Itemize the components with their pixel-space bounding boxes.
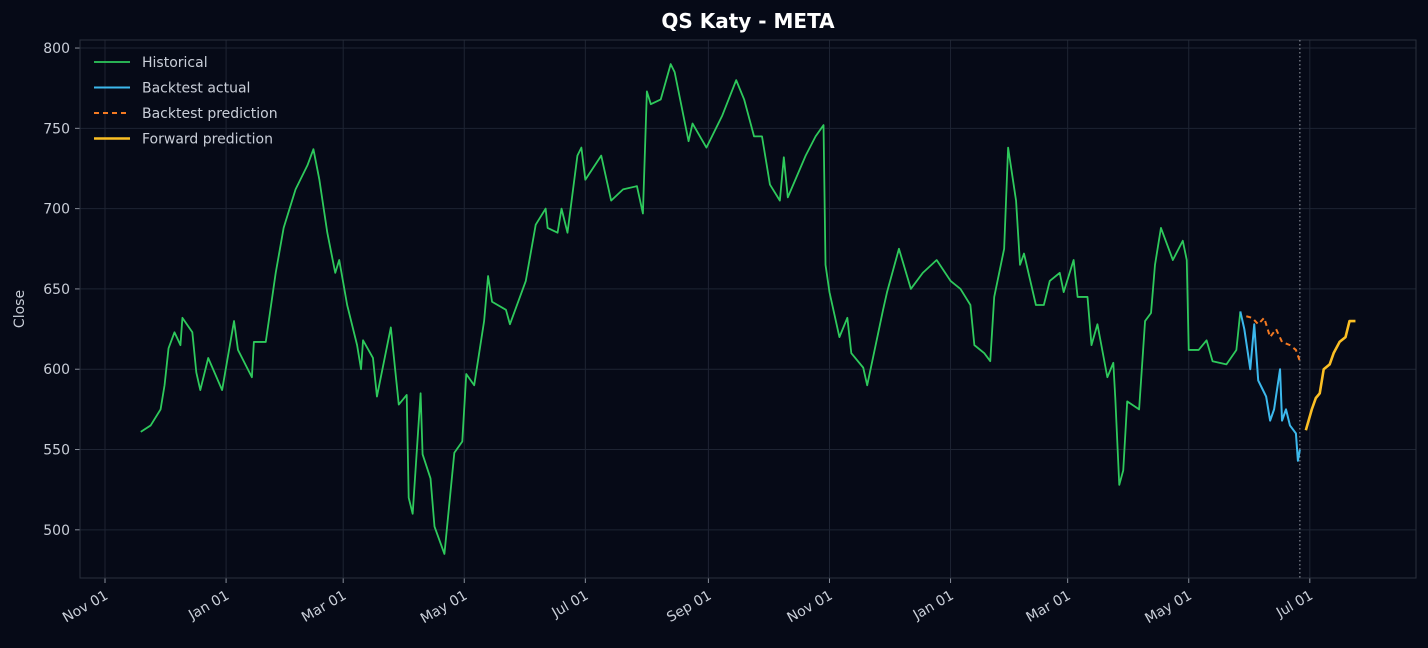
y-tick-label: 600 — [43, 362, 70, 378]
y-tick-label: 800 — [43, 41, 70, 57]
series-line — [1239, 311, 1301, 462]
y-tick-label: 700 — [43, 202, 70, 218]
legend-label: Historical — [142, 55, 208, 71]
series-line — [1304, 319, 1356, 431]
y-tick-label: 750 — [43, 121, 70, 137]
legend-label: Backtest prediction — [142, 106, 278, 122]
chart-title: QS Katy - META — [661, 9, 835, 33]
plot-frame — [79, 39, 1417, 579]
y-tick-label: 500 — [43, 523, 70, 539]
y-tick-label: 650 — [43, 282, 70, 298]
series-line — [1246, 315, 1301, 362]
y-tick-label: 550 — [43, 443, 70, 459]
legend-label: Backtest actual — [142, 81, 250, 97]
series-line — [140, 63, 1242, 555]
legend-label: Forward prediction — [142, 132, 273, 148]
y-axis-label: Close — [12, 290, 28, 328]
